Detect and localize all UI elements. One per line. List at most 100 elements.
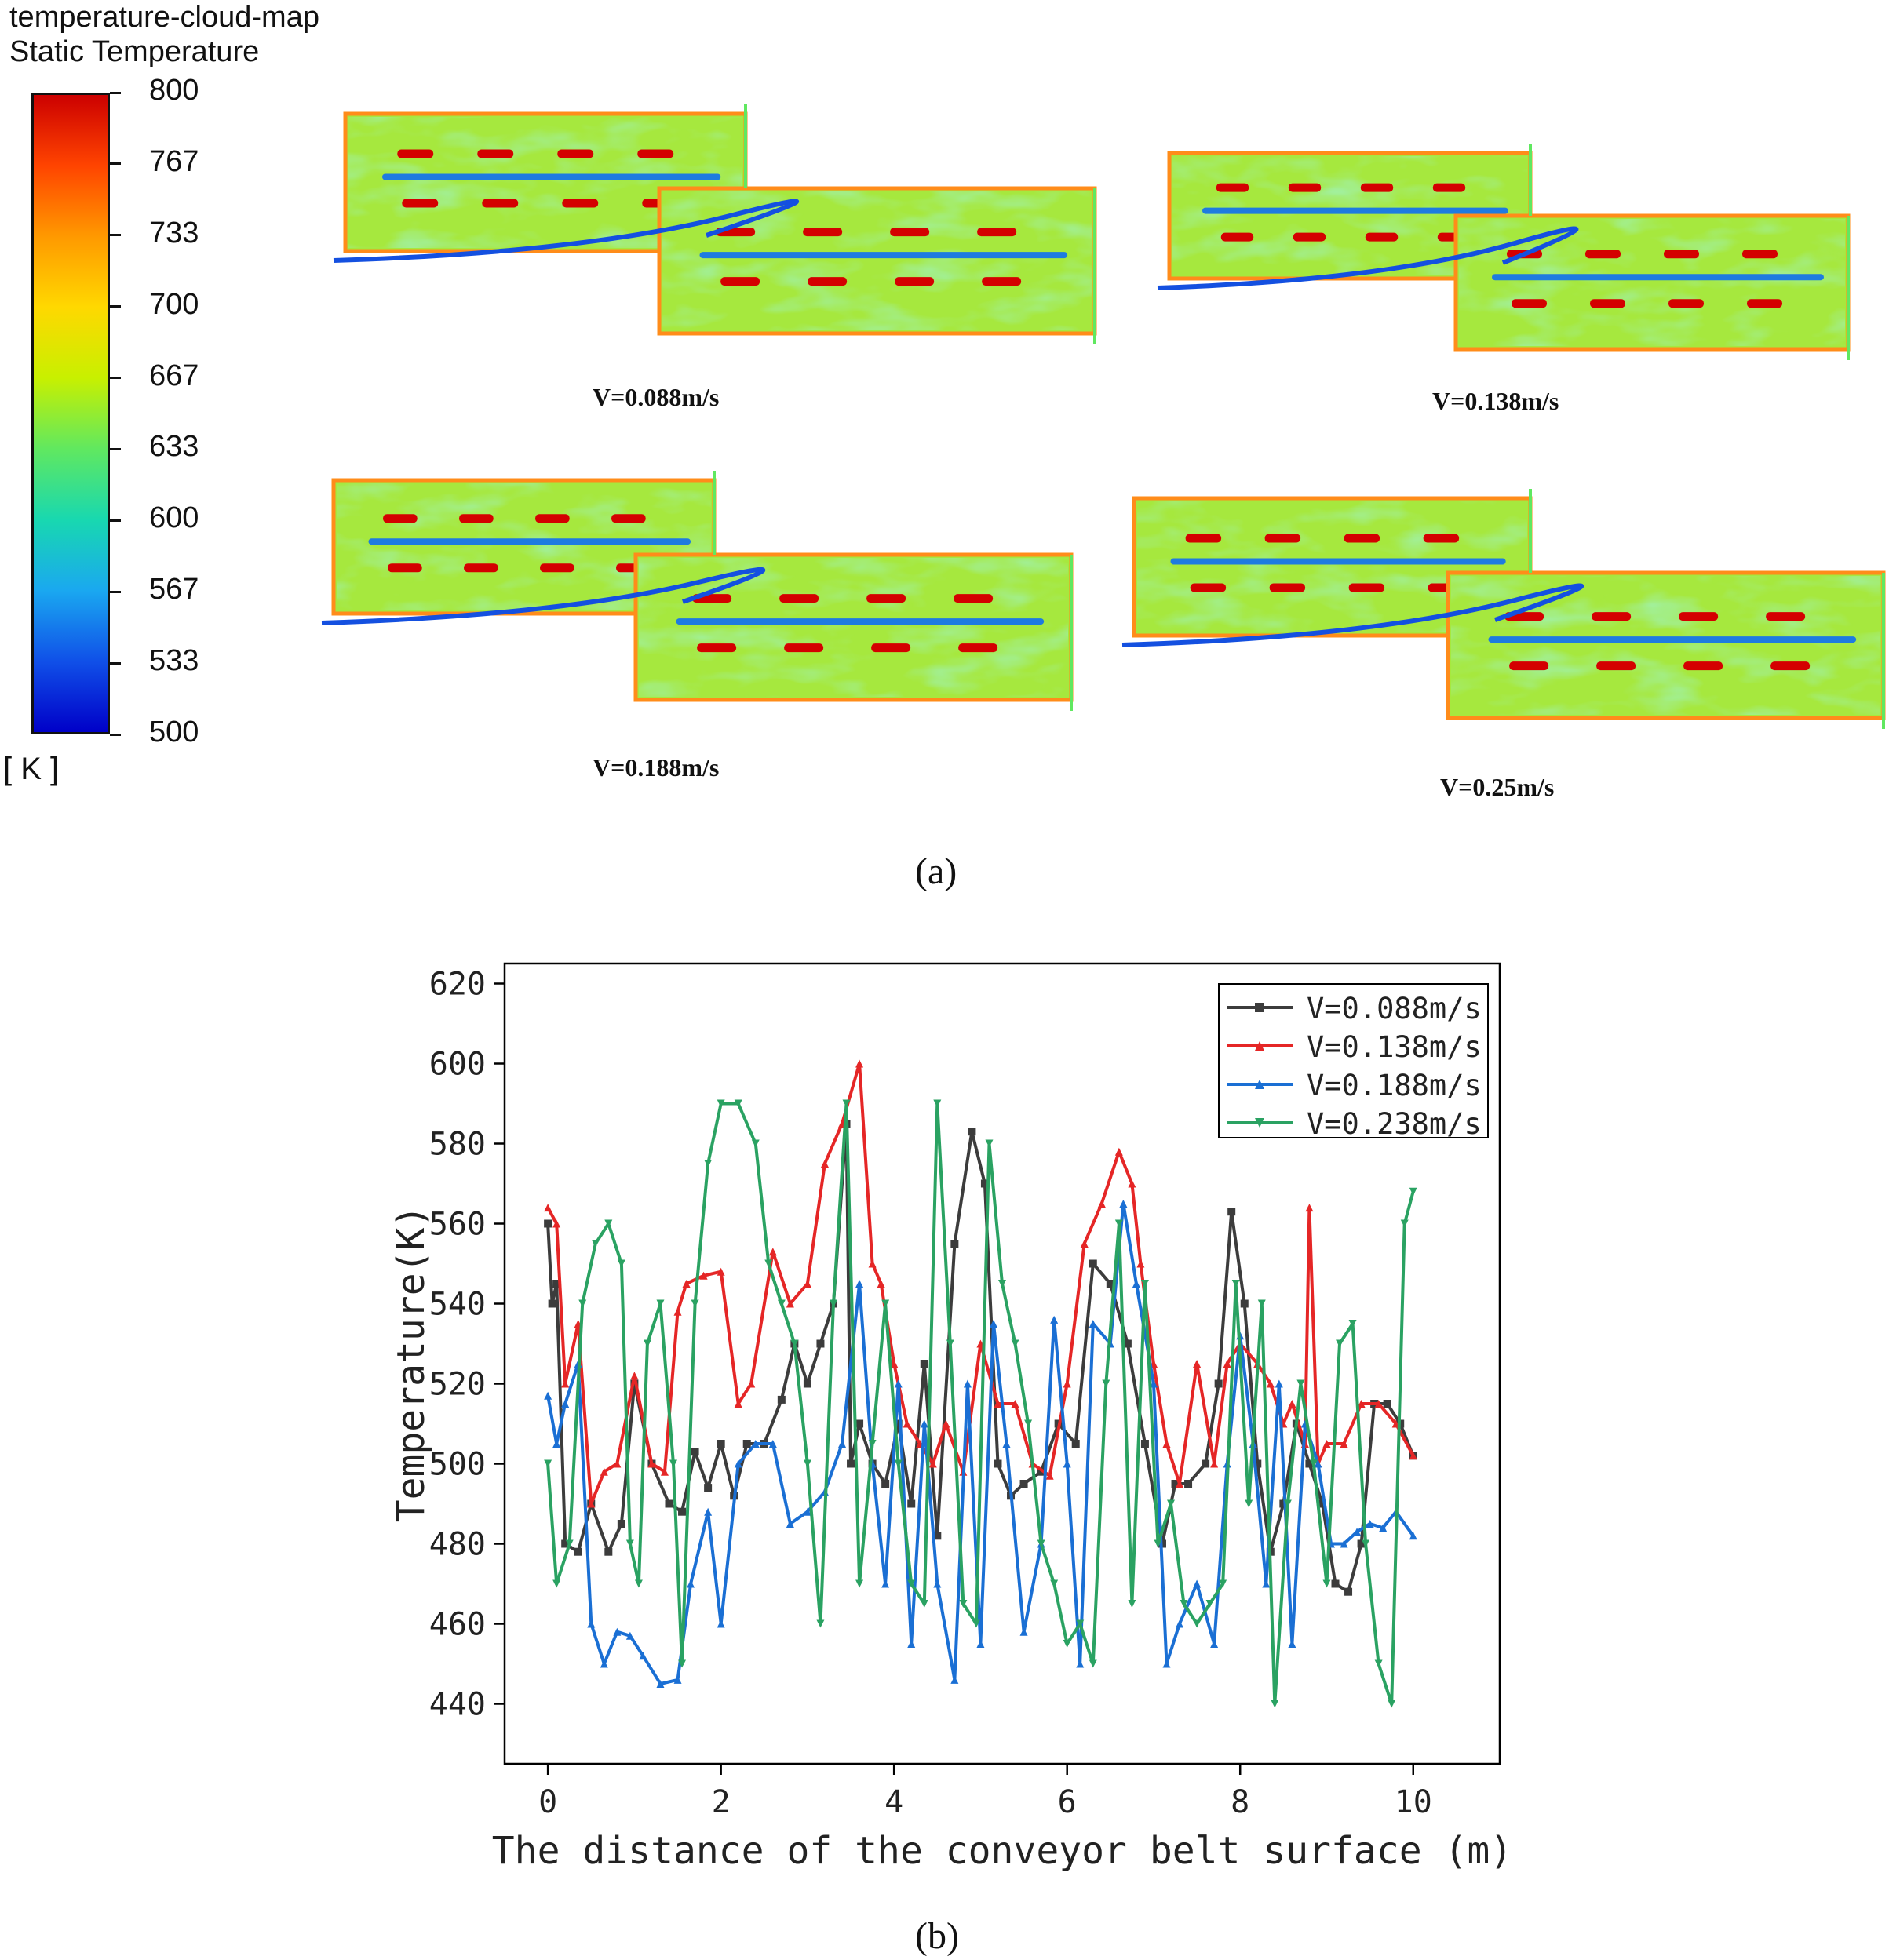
heater-bottom <box>1747 299 1782 308</box>
heater-top <box>1288 183 1322 192</box>
heater-top <box>1264 534 1301 543</box>
data-point <box>920 1360 928 1368</box>
data-point <box>561 1379 570 1388</box>
data-point <box>1037 1539 1045 1548</box>
data-point <box>742 1440 751 1448</box>
colorbar-tick-label: 800 <box>149 74 199 107</box>
heater-bottom <box>1365 232 1399 242</box>
data-point <box>1362 1539 1370 1548</box>
data-point <box>1050 1579 1059 1588</box>
data-point <box>656 1299 665 1308</box>
data-point <box>933 1579 942 1588</box>
data-point <box>639 1652 647 1660</box>
data-point <box>1162 1659 1171 1668</box>
heater-bottom <box>1293 232 1326 242</box>
heater-bottom <box>562 199 599 208</box>
data-point <box>1176 1619 1184 1628</box>
data-point <box>643 1339 651 1348</box>
data-point <box>747 1379 756 1388</box>
data-point <box>1037 1467 1045 1476</box>
data-point <box>1271 1700 1279 1708</box>
data-point <box>734 1099 742 1108</box>
data-point <box>855 1579 864 1588</box>
data-point <box>1253 1459 1262 1468</box>
data-point <box>1340 1539 1348 1548</box>
legend-entry: V=0.188m/s <box>1227 1069 1482 1102</box>
data-point <box>972 1619 980 1628</box>
heater-bottom <box>540 563 574 573</box>
data-point <box>1076 1659 1085 1668</box>
colorbar-title: temperature-cloud-map <box>9 1 319 34</box>
heater-bottom <box>895 277 935 286</box>
data-point <box>625 1539 634 1548</box>
data-point <box>587 1499 596 1508</box>
data-point <box>751 1139 760 1148</box>
data-point <box>665 1499 673 1508</box>
heater-bottom <box>1220 232 1254 242</box>
y-tick-label: 540 <box>429 1287 486 1323</box>
data-point <box>1223 1360 1231 1368</box>
colorbar-tick-label: 700 <box>149 287 199 321</box>
data-point <box>1231 1280 1240 1288</box>
data-point <box>1050 1315 1059 1324</box>
heater-top <box>611 514 646 523</box>
data-point <box>660 1467 669 1476</box>
data-point <box>544 1459 552 1468</box>
heater-top <box>1216 183 1249 192</box>
data-point <box>647 1459 656 1468</box>
data-point <box>1353 1528 1362 1536</box>
data-point <box>630 1372 639 1380</box>
data-point <box>820 1160 829 1168</box>
colorbar-tick-label: 767 <box>149 144 199 178</box>
data-point <box>1128 1179 1136 1188</box>
data-point <box>1262 1579 1271 1588</box>
data-point <box>1309 1459 1318 1468</box>
heater-top <box>1664 250 1699 259</box>
heater-bottom <box>1683 661 1723 671</box>
data-point <box>1357 1539 1366 1548</box>
plot-frame <box>503 962 1501 1765</box>
data-point <box>920 1600 928 1608</box>
data-point <box>678 1507 687 1516</box>
data-point <box>1089 1320 1097 1328</box>
data-point <box>1283 1499 1292 1508</box>
data-point <box>1210 1459 1219 1468</box>
colorbar-tick-mark <box>110 590 121 593</box>
data-point <box>1318 1499 1326 1508</box>
data-point <box>946 1339 954 1348</box>
x-tick-label: 0 <box>538 1784 557 1820</box>
legend-entry: V=0.238m/s <box>1227 1107 1482 1141</box>
heater-top <box>977 228 1017 237</box>
y-tick-label: 620 <box>429 967 486 1003</box>
heater-bottom <box>697 643 737 653</box>
heater-bottom <box>808 277 848 286</box>
data-point <box>1193 1579 1202 1588</box>
panel-caption-3: V=0.188m/s <box>593 753 720 781</box>
data-point <box>1136 1259 1145 1268</box>
heater-top <box>1185 534 1222 543</box>
y-tick-label: 480 <box>429 1527 486 1563</box>
data-point <box>617 1259 625 1268</box>
data-point <box>678 1659 687 1668</box>
data-point <box>717 1619 725 1628</box>
data-point <box>1162 1440 1171 1448</box>
data-point <box>673 1675 682 1684</box>
data-point <box>963 1379 972 1388</box>
x-tick-label: 6 <box>1058 1784 1077 1820</box>
data-point <box>1214 1379 1223 1388</box>
legend-entry: V=0.088m/s <box>1227 992 1482 1026</box>
data-point <box>613 1459 622 1468</box>
heater-top <box>383 514 418 523</box>
data-point <box>890 1360 899 1368</box>
data-point <box>1322 1440 1331 1448</box>
data-point <box>790 1339 799 1348</box>
data-point <box>1275 1379 1283 1388</box>
data-point <box>552 1219 561 1228</box>
heater-top <box>1679 612 1719 621</box>
heater-bottom <box>1596 661 1636 671</box>
data-point <box>1114 1219 1123 1228</box>
data-point <box>717 1440 725 1448</box>
data-point <box>1255 1118 1264 1128</box>
data-point <box>816 1619 825 1628</box>
data-point <box>894 1379 903 1388</box>
